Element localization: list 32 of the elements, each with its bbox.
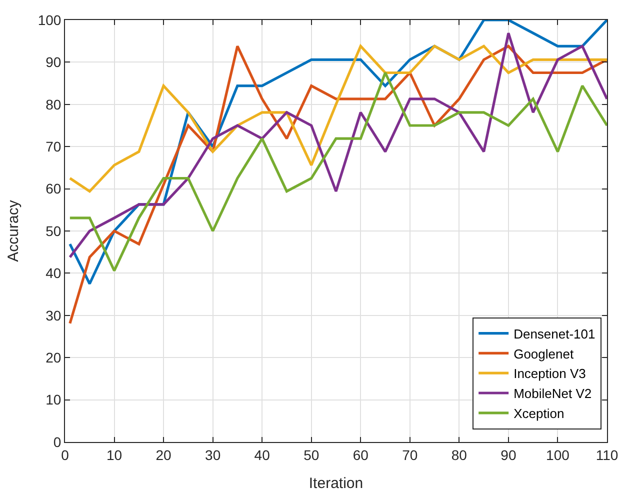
x-tick-label: 70 (402, 446, 418, 463)
legend-label: Googlenet (514, 346, 574, 362)
y-tick-label: 0 (53, 434, 62, 450)
legend-label: Xception (514, 406, 564, 421)
line-series (68, 44, 607, 193)
legend-label: MobileNet V2 (514, 386, 592, 402)
x-tick-label: 110 (596, 446, 618, 463)
x-tick-label: 60 (352, 446, 369, 463)
x-tick-label: 90 (500, 446, 516, 463)
x-tick-label: 20 (156, 446, 172, 463)
x-tick-label: 50 (304, 446, 320, 463)
y-tick-label: 70 (46, 138, 62, 154)
x-tick-label: 10 (106, 446, 122, 463)
y-tick-label: 90 (46, 54, 62, 70)
y-tick-label: 20 (46, 350, 62, 366)
y-tick-label: 100 (38, 12, 62, 28)
y-axis-title: Accuracy (5, 200, 22, 262)
legend-label: Densenet-101 (514, 326, 596, 342)
y-tick-label: 30 (46, 307, 62, 324)
line-series (68, 44, 607, 325)
x-tick-label: 40 (254, 446, 270, 463)
y-tick-label: 50 (46, 222, 62, 239)
x-tick-label: 30 (205, 446, 221, 463)
y-tick-label: 60 (46, 180, 62, 197)
x-axis-title: Iteration (308, 474, 364, 492)
line-series (68, 71, 607, 272)
x-tick-label: 80 (451, 446, 468, 463)
legend-label: Inception V3 (514, 366, 586, 382)
y-tick-label: 40 (46, 265, 62, 282)
x-tick-label: 100 (546, 446, 570, 463)
y-tick-label: 10 (46, 392, 62, 408)
y-tick-label: 80 (46, 96, 62, 112)
